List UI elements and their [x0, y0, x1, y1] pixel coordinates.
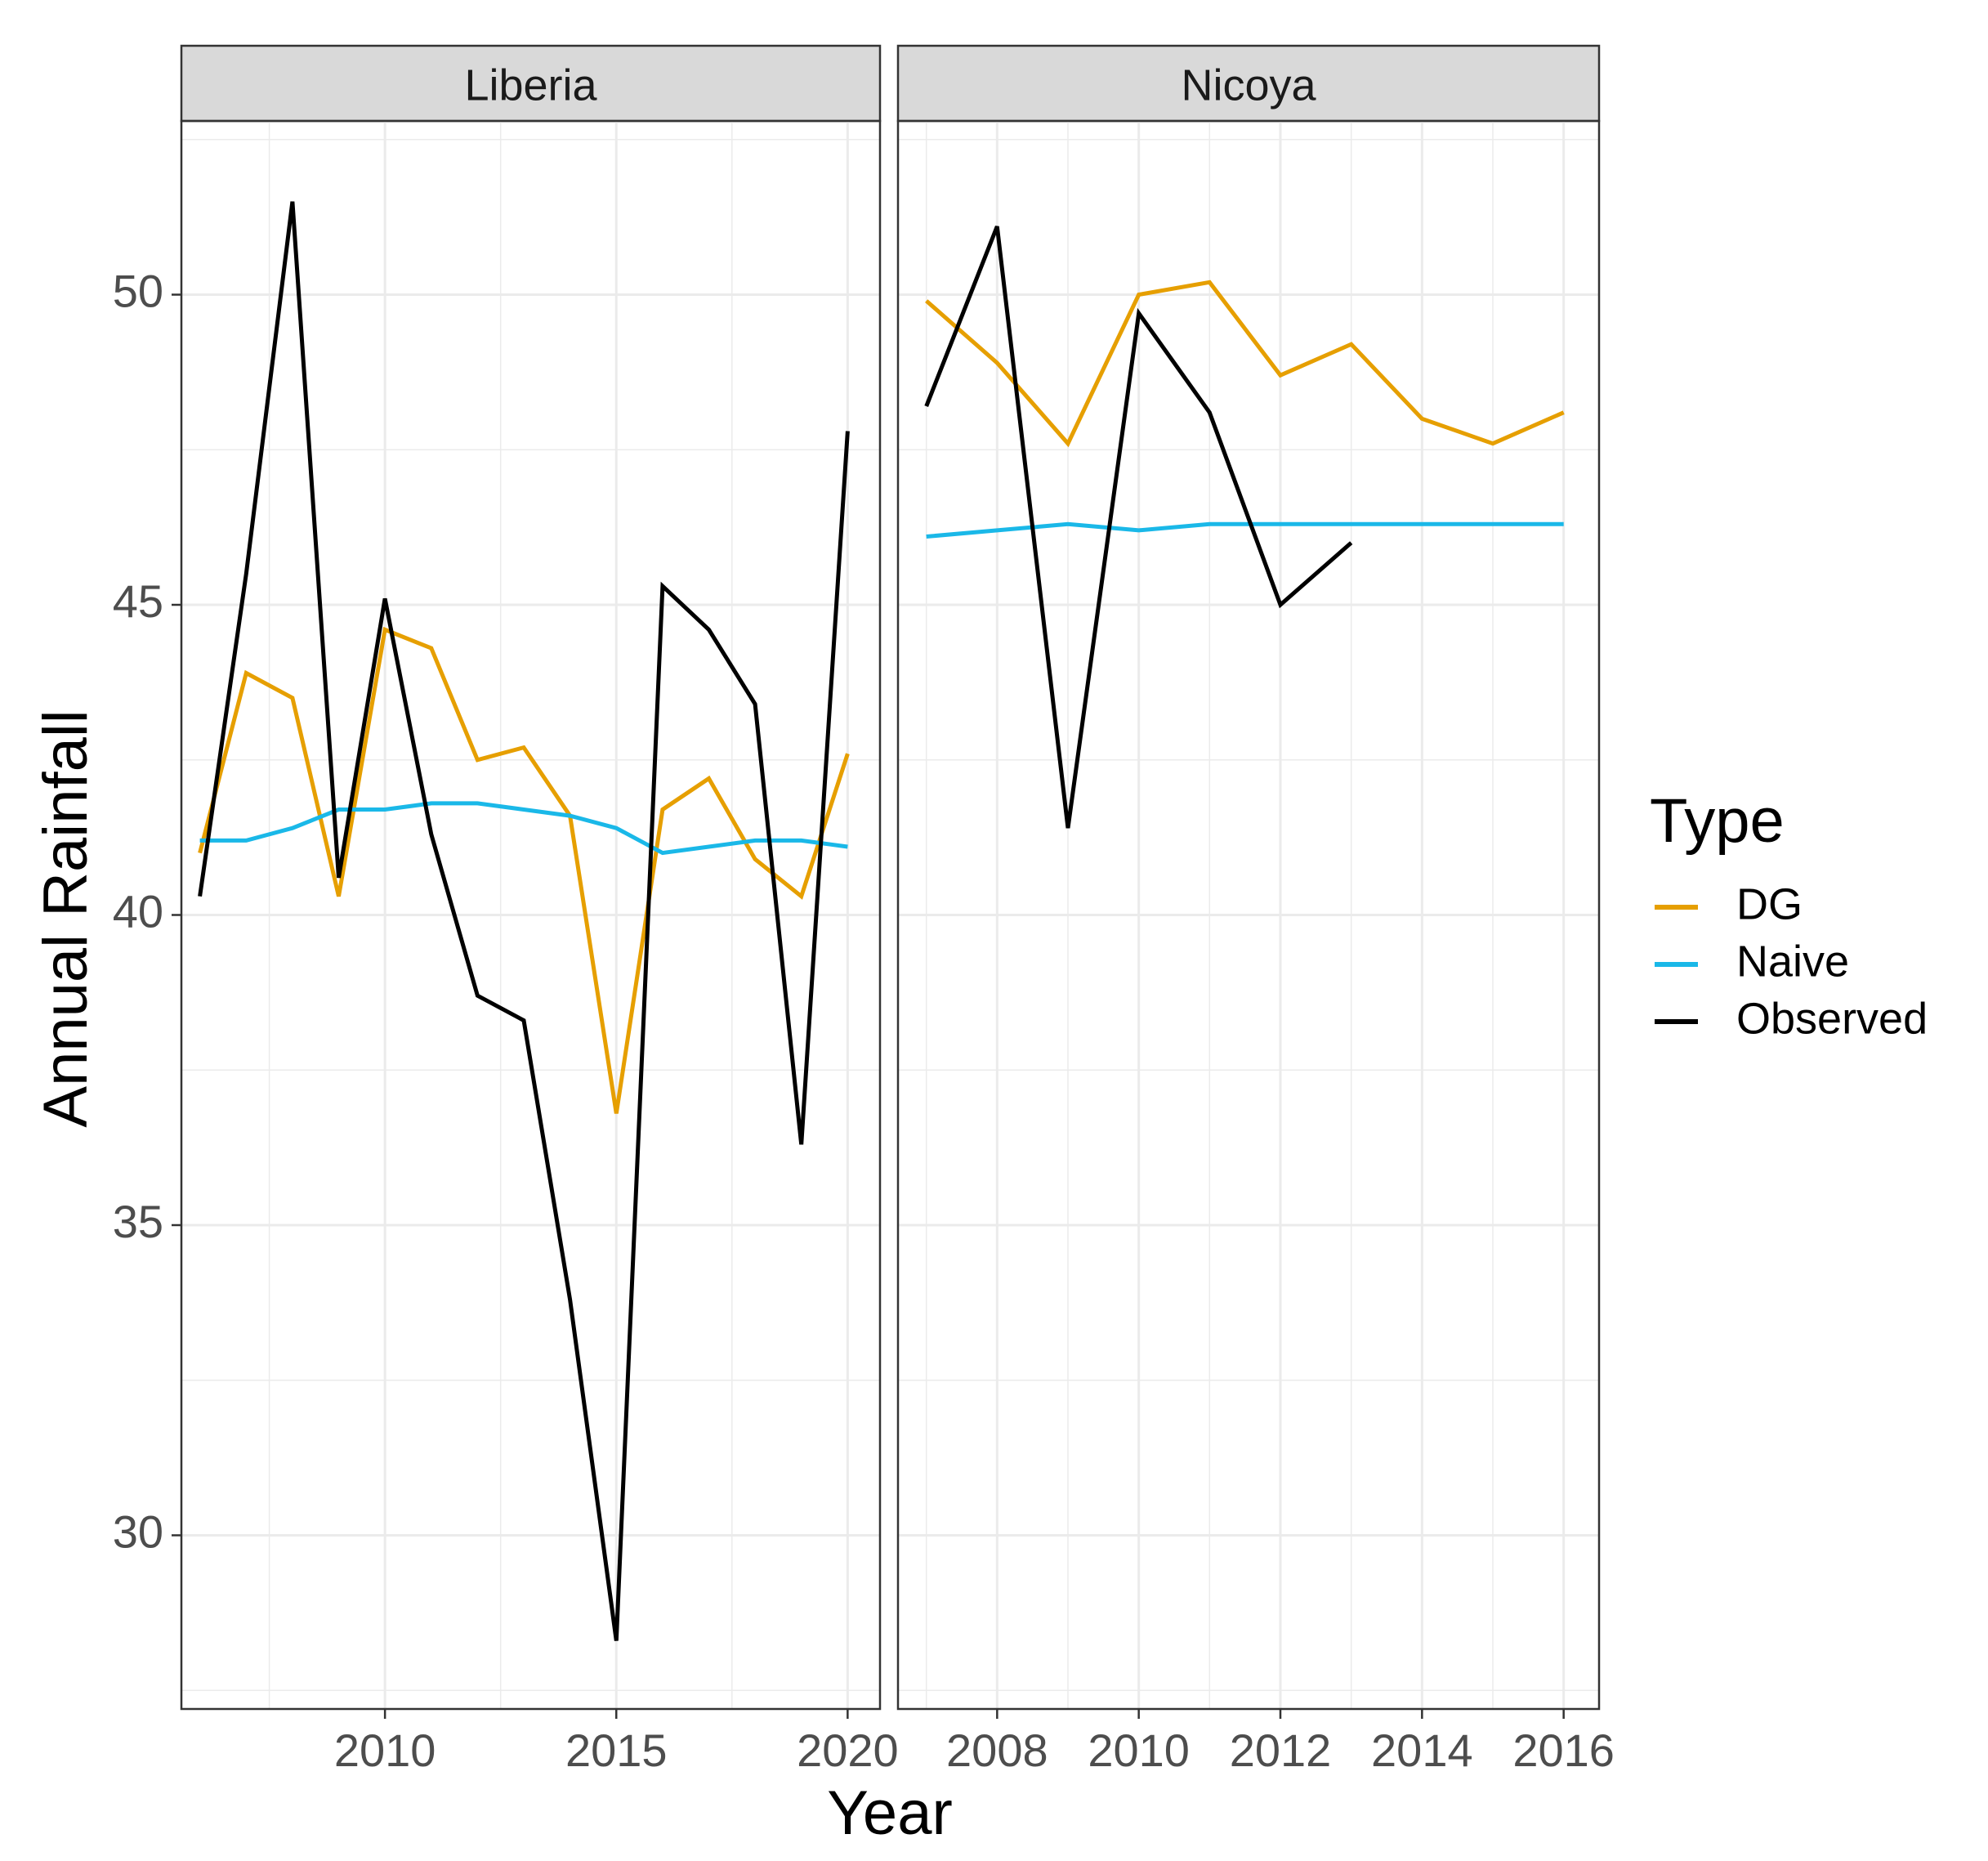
panel-liberia-x-axis: 2010 2015 2020: [334, 1709, 899, 1776]
series-line-observed-nicoya: [924, 226, 1353, 829]
panel-liberia-strip: [180, 44, 882, 123]
y-axis-title: Annual Rainfall: [31, 709, 101, 1127]
legend-label-observed: Observed: [1736, 994, 1928, 1043]
panel-nicoya-gridlines: [898, 121, 1599, 1709]
panel-nicoya-border: [896, 119, 1601, 1711]
panel-liberia-gridlines: [181, 121, 880, 1709]
panel-nicoya: Nicoya 2008 2010 2012 2014 2016: [896, 44, 1615, 1776]
x-tick-label-liberia: 2010: [334, 1725, 436, 1776]
y-tick-label: 30: [113, 1505, 163, 1557]
y-tick-label: 40: [113, 885, 163, 937]
series-line-naive-liberia: [199, 801, 848, 856]
series-line-dg-liberia: [198, 626, 850, 1114]
x-tick-label-nicoya: 2008: [946, 1725, 1048, 1776]
y-tick-label: 45: [113, 575, 163, 627]
x-tick-label-nicoya: 2010: [1088, 1725, 1190, 1776]
legend-label-dg: DG: [1736, 879, 1803, 928]
series-line-naive-nicoya: [926, 521, 1564, 539]
y-tick-label: 50: [113, 265, 163, 316]
y-tick-label: 35: [113, 1196, 163, 1247]
y-axis: 30 35 40 45 50: [113, 265, 181, 1557]
legend-item-dg: DG: [1655, 879, 1803, 928]
panel-liberia-series: [198, 201, 850, 1641]
legend: Type DG Naive Observed: [1650, 786, 1928, 1043]
series-line-observed-liberia: [198, 201, 850, 1641]
legend-item-naive: Naive: [1655, 937, 1849, 986]
legend-item-observed: Observed: [1655, 994, 1928, 1043]
legend-label-naive: Naive: [1736, 937, 1849, 986]
panel-liberia-strip-label: Liberia: [464, 60, 597, 110]
x-tick-label-nicoya: 2012: [1230, 1725, 1332, 1776]
panel-nicoya-strip: [896, 44, 1601, 123]
x-tick-label-nicoya: 2014: [1371, 1725, 1473, 1776]
x-axis-title: Year: [827, 1778, 953, 1848]
panel-liberia: Liberia 2010 2015 2020: [180, 44, 899, 1776]
panel-nicoya-strip-label: Nicoya: [1181, 60, 1316, 110]
x-tick-label-nicoya: 2016: [1512, 1725, 1615, 1776]
series-line-dg-nicoya: [925, 280, 1565, 448]
panel-nicoya-series: [924, 226, 1565, 829]
legend-title: Type: [1650, 786, 1785, 856]
x-tick-label-liberia: 2020: [797, 1725, 899, 1776]
panel-nicoya-x-axis: 2008 2010 2012 2014 2016: [946, 1709, 1615, 1776]
x-tick-label-liberia: 2015: [565, 1725, 668, 1776]
